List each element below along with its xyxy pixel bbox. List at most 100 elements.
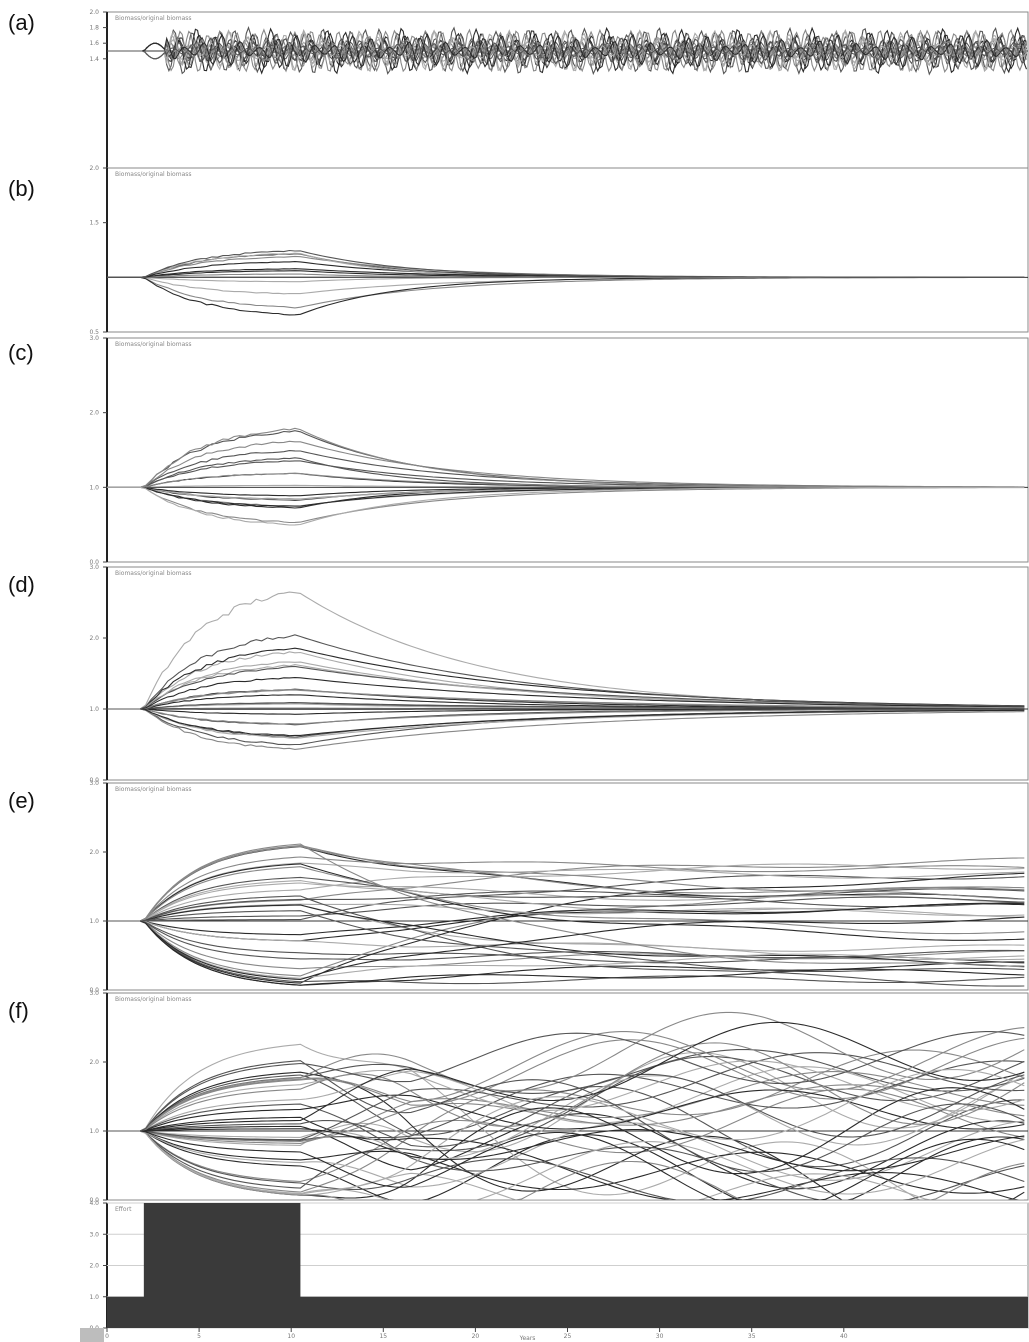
series-line — [107, 916, 1025, 981]
series-line — [107, 920, 1025, 979]
panel-title: Biomass/original biomass — [115, 341, 192, 348]
series-line — [107, 872, 1025, 984]
y-tick-label: 1.6 — [89, 40, 99, 47]
y-tick-label: 2.0 — [89, 849, 99, 856]
y-tick-label: 2.0 — [89, 635, 99, 642]
y-tick-label: 3.0 — [89, 1231, 99, 1238]
series-line — [107, 276, 1025, 316]
panel-label: (a) — [8, 10, 35, 35]
series-line — [107, 33, 1027, 68]
series-group — [107, 26, 1028, 76]
series-line — [107, 903, 1025, 922]
series-line — [107, 1103, 1025, 1200]
x-tick-label: 15 — [379, 1333, 387, 1340]
panel-label: (f) — [8, 998, 29, 1023]
series-group — [107, 249, 1025, 316]
series-line — [107, 920, 1025, 970]
panel-b: (b) Biomass/original biomass 2.0 1.5 0.5 — [8, 165, 1029, 336]
y-tick-label: 2.0 — [89, 410, 99, 417]
y-tick-label: 1.8 — [89, 25, 99, 32]
series-group — [107, 427, 1025, 526]
y-tick-label: 4.0 — [89, 1200, 99, 1207]
series-line — [107, 882, 1025, 922]
series-line — [107, 249, 1025, 278]
x-tick-label: 30 — [656, 1333, 664, 1340]
series-line — [107, 268, 1025, 278]
series-line — [107, 1060, 1025, 1141]
series-line — [107, 708, 1025, 725]
series-line — [107, 36, 1028, 65]
panel-c: (c) Biomass/original biomass 3.0 2.0 1.0 0.0 — [8, 335, 1029, 566]
plot-frame — [106, 337, 1029, 563]
y-tick-label: 1.0 — [89, 706, 99, 713]
series-line — [107, 26, 1028, 75]
series-line — [107, 843, 1025, 968]
series-line — [107, 1071, 1025, 1144]
series-line — [107, 886, 1025, 977]
plot-frame — [106, 566, 1029, 781]
series-line — [107, 677, 1025, 710]
series-line — [107, 896, 1025, 922]
panel-title: Biomass/original biomass — [115, 171, 192, 178]
series-line — [107, 1068, 1025, 1195]
panel-title: Biomass/original biomass — [115, 15, 192, 22]
panel-title: Biomass/original biomass — [115, 996, 192, 1003]
series-line — [107, 857, 1025, 922]
y-tick-label: 2.0 — [89, 9, 99, 16]
panel-title: Biomass/original biomass — [115, 786, 192, 793]
series-line — [107, 1128, 1025, 1172]
x-tick-label: 20 — [472, 1333, 480, 1340]
series-line — [107, 845, 1025, 922]
plot-frame — [106, 167, 1029, 333]
panel-label: (c) — [8, 340, 34, 365]
y-tick-label: 2.0 — [89, 1263, 99, 1270]
series-line — [107, 1120, 1025, 1188]
y-tick-label: 0.5 — [89, 329, 99, 336]
series-line — [107, 920, 1025, 961]
series-line — [107, 1037, 1025, 1132]
panel-effort: Effort 4.0 3.0 2.0 1.0 0.0 0 5 10 15 20 25 30 35 40 Yea… — [80, 1200, 1029, 1342]
series-line — [107, 1049, 1025, 1193]
series-line — [107, 1027, 1025, 1132]
series-line — [107, 920, 1025, 985]
panel-e: (e) Biomass/original biomass 3.0 2.0 1.0 0.0 — [8, 780, 1029, 994]
series-line — [107, 460, 1025, 488]
series-line — [107, 40, 1027, 62]
series-line — [107, 440, 1025, 488]
series-line — [107, 1130, 1025, 1200]
x-tick-label: 0 — [105, 1333, 109, 1340]
corner-block — [80, 1328, 104, 1342]
x-tick-label: 5 — [197, 1333, 201, 1340]
y-tick-label: 3.0 — [89, 990, 99, 997]
series-group — [107, 591, 1025, 750]
series-line — [107, 708, 1025, 737]
panel-f: (f) Biomass/original biomass 3.0 2.0 1.0 0.0 — [8, 990, 1029, 1204]
x-tick-label: 10 — [287, 1333, 295, 1340]
y-tick-label: 3.0 — [89, 780, 99, 787]
series-line — [107, 1089, 1025, 1132]
panel-label: (d) — [8, 572, 35, 597]
series-line — [107, 1011, 1025, 1132]
y-tick-label: 1.4 — [89, 56, 99, 63]
series-line — [107, 876, 1025, 922]
series-line — [107, 1042, 1025, 1132]
series-line — [107, 634, 1025, 710]
y-tick-label: 2.0 — [89, 165, 99, 172]
series-line — [107, 486, 1025, 526]
series-line — [107, 1051, 1025, 1153]
panel-title: Biomass/original biomass — [115, 570, 192, 577]
series-line — [107, 888, 1025, 922]
y-tick-label: 0.0 — [89, 1197, 99, 1204]
panel-d: (d) Biomass/original biomass 3.0 2.0 1.0 0.0 — [8, 564, 1029, 784]
panel-title: Effort — [115, 1206, 132, 1213]
series-line — [107, 276, 1025, 309]
y-tick-label: 2.0 — [89, 1059, 99, 1066]
series-line — [107, 880, 1025, 922]
series-line — [107, 1130, 1025, 1200]
series-line — [107, 863, 1025, 941]
x-axis-label: Years — [519, 1335, 536, 1342]
series-line — [107, 903, 1025, 942]
series-line — [107, 1043, 1025, 1200]
series-line — [107, 688, 1025, 710]
